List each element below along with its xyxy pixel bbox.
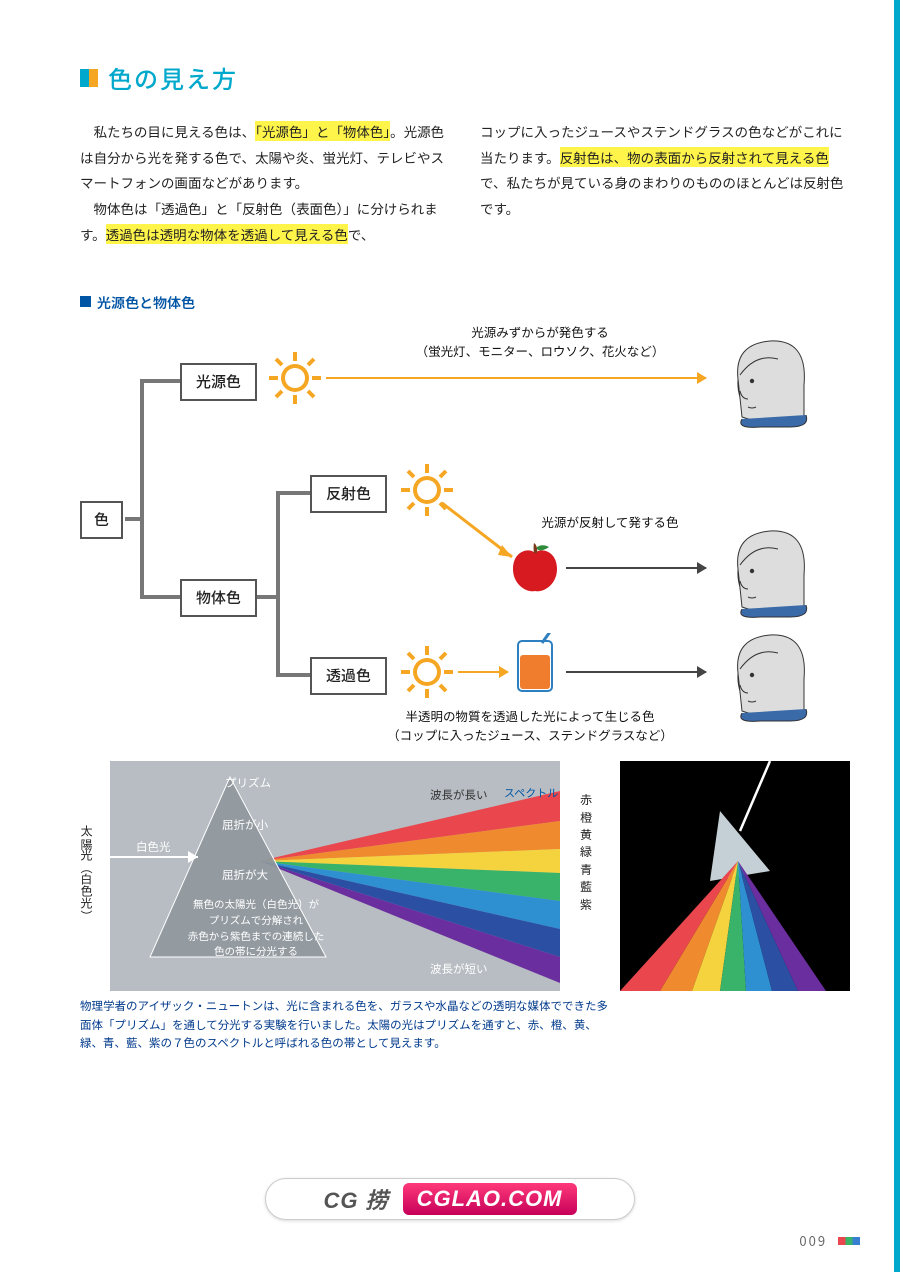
label-reflect: 光源が反射して発する色 <box>520 513 700 532</box>
prism-wavelength-short: 波長が短い <box>430 961 488 977</box>
body-columns: 私たちの目に見える色は、「光源色」と「物体色」。光源色は自分から光を発する色で、… <box>80 119 850 247</box>
prism-top-label: プリズム <box>225 775 271 791</box>
face-icon <box>720 519 815 619</box>
color-diagram: 色 光源色 物体色 反射色 透過色 光源みずからが発色す <box>80 321 850 751</box>
p1a: 私たちの目に見える色は、 <box>80 121 255 141</box>
face-icon <box>720 329 815 429</box>
prism-spectrum-label: スペクトル <box>504 785 558 801</box>
p1h: 「光源色」と「物体色」 <box>255 121 390 141</box>
page-number-accent <box>838 1237 860 1245</box>
p3h: 反射色は、物の表面から反射されて見える色 <box>560 147 829 167</box>
spectrum-item: 紫 <box>580 896 592 913</box>
label-top: 光源みずからが発色する （蛍光灯、モニター、ロウソク、花火など） <box>380 323 700 361</box>
title-marker <box>80 69 98 87</box>
node-transmitted: 透過色 <box>310 657 387 695</box>
sun-icon <box>268 351 322 405</box>
subhead-text: 光源色と物体色 <box>97 293 195 313</box>
tree-line <box>140 379 144 599</box>
label-transmit: 半透明の物質を透過した光によって生じる色 （コップに入ったジュース、ステンドグラ… <box>350 707 710 745</box>
spectrum-color-list: 赤 橙 黄 緑 青 藍 紫 <box>580 791 592 913</box>
arrow <box>458 671 508 673</box>
juice-icon <box>512 633 558 695</box>
spectrum-item: 橙 <box>580 809 592 826</box>
prism-caption: 物理学者のアイザック・ニュートンは、光に含まれる色を、ガラスや水晶などの透明な媒… <box>80 997 610 1052</box>
face-icon <box>720 623 815 723</box>
watermark-left: CG 捞 <box>323 1183 388 1215</box>
spectrum-item: 青 <box>580 861 592 878</box>
node-light-source: 光源色 <box>180 363 257 401</box>
p3b: で、私たちが見ている身のまわりのもののほとんどは反射色です。 <box>480 172 844 218</box>
p2: 物体色は「透過色」と「反射色（表面色）」に分けられます。透過色は透明な物体を透過… <box>80 196 450 247</box>
page-number: 009 <box>799 1231 860 1250</box>
prism-sun-vertical: 太陽光（白色光） <box>78 825 95 921</box>
prism-refraction-small: 屈折が小 <box>222 817 268 833</box>
prism-photo <box>620 761 850 991</box>
diagram-subhead: 光源色と物体色 <box>80 293 850 313</box>
body-col-2: コップに入ったジュースやステンドグラスの色などがこれに当たります。反射色は、物の… <box>480 119 850 247</box>
side-accent <box>894 0 900 1272</box>
prism-area: プリズム 屈折が小 屈折が大 白色光 無色の太陽光（白色光）が プリズムで分解さ… <box>80 761 850 1041</box>
tree-line <box>140 379 180 383</box>
p3: コップに入ったジュースやステンドグラスの色などがこれに当たります。反射色は、物の… <box>480 119 850 222</box>
prism-white-light: 白色光 <box>136 839 171 855</box>
arrow <box>566 671 706 673</box>
node-reflected: 反射色 <box>310 475 387 513</box>
watermark: CG 捞 CGLAO.COM <box>265 1178 635 1220</box>
node-root: 色 <box>80 501 123 539</box>
page-number-text: 009 <box>799 1231 827 1250</box>
subhead-marker <box>80 296 91 307</box>
spectrum-item: 緑 <box>580 843 592 860</box>
node-object: 物体色 <box>180 579 257 617</box>
title-text: 色の見え方 <box>108 60 238 95</box>
tree-line <box>276 491 312 495</box>
spectrum-item: 藍 <box>580 878 592 895</box>
prism-wavelength-long: 波長が長い <box>430 787 488 803</box>
arrow <box>326 377 706 379</box>
prism-inner-text: 無色の太陽光（白色光）が プリズムで分解され 赤色から紫色までの連続した 色の帯… <box>176 897 336 960</box>
arrow <box>566 567 706 569</box>
tree-line <box>276 673 312 677</box>
tree-line <box>256 595 278 599</box>
section-title: 色の見え方 <box>80 60 850 95</box>
prism-refraction-large: 屈折が大 <box>222 867 268 883</box>
watermark-right: CGLAO.COM <box>403 1183 577 1215</box>
spectrum-item: 赤 <box>580 791 592 808</box>
sun-icon <box>400 645 454 699</box>
arrow-diag <box>432 493 532 573</box>
p2h: 透過色は透明な物体を透過して見える色 <box>106 224 348 244</box>
spectrum-item: 黄 <box>580 826 592 843</box>
tree-line <box>140 595 180 599</box>
p1: 私たちの目に見える色は、「光源色」と「物体色」。光源色は自分から光を発する色で、… <box>80 119 450 196</box>
tree-line <box>276 491 280 677</box>
body-col-1: 私たちの目に見える色は、「光源色」と「物体色」。光源色は自分から光を発する色で、… <box>80 119 450 247</box>
p2b: で、 <box>348 224 374 244</box>
